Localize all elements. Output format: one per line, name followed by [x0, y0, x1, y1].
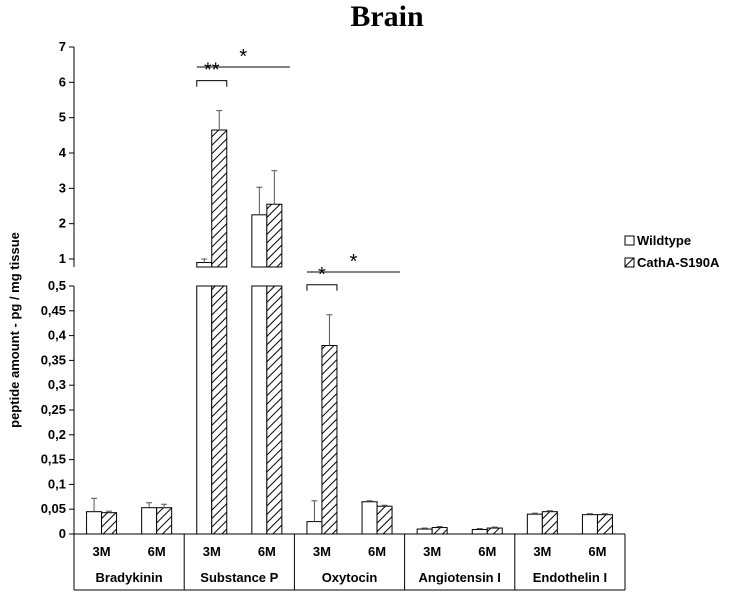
- y-axis-label: peptide amount - pg / mg tissue: [7, 232, 22, 428]
- x-subgroup-label: 3M: [423, 544, 441, 559]
- x-subgroup-label: 6M: [148, 544, 166, 559]
- x-subgroup-label: 3M: [313, 544, 331, 559]
- bar: [361, 501, 378, 535]
- bar-upper-part: [196, 262, 213, 268]
- y-tick-label: 0,5: [48, 278, 66, 293]
- plot-area: 0 0,05 0,1 0,15 0,2 0,25 0,3 0,35 0,4 0,45 0,5 1 2 3 4…: [41, 39, 720, 591]
- y-tick-label: 0,3: [48, 377, 66, 392]
- legend-label: CathA-S190A: [637, 255, 720, 270]
- chart-title: Brain: [350, 0, 424, 33]
- bar: [156, 507, 173, 535]
- y-tick-label: 0,45: [41, 303, 66, 318]
- significance-3m-label: **: [204, 60, 220, 82]
- y-tick-label: 0: [59, 526, 66, 541]
- bar: [596, 514, 613, 535]
- bar: [141, 507, 158, 535]
- bar-break-gap: [195, 268, 213, 284]
- bar-break-gap: [250, 268, 268, 284]
- x-group-label: Oxytocin: [322, 570, 378, 585]
- y-tick-label: 0,1: [48, 476, 66, 491]
- bar: [581, 514, 598, 535]
- y-tick-label: 3: [59, 180, 66, 195]
- x-group-label: Bradykinin: [96, 570, 163, 585]
- significance-3m-6m-label: *: [239, 46, 247, 68]
- y-tick-label: 2: [59, 216, 66, 231]
- x-subgroup-label: 6M: [368, 544, 386, 559]
- bar: [321, 345, 338, 535]
- x-group-label: Substance P: [200, 570, 278, 585]
- bar: [486, 527, 503, 535]
- bar: [86, 511, 103, 535]
- x-group-label: Endothelin I: [533, 570, 607, 585]
- y-tick-label: 0,35: [41, 352, 66, 367]
- y-tick-label: 0,25: [41, 402, 66, 417]
- y-tick-label: 0,05: [41, 501, 66, 516]
- legend-swatch: [624, 257, 635, 268]
- bar: [471, 529, 488, 535]
- bar: [526, 513, 543, 535]
- significance-3m-label: *: [318, 264, 326, 286]
- y-tick-label: 0,4: [48, 328, 67, 343]
- x-subgroup-label: 3M: [93, 544, 111, 559]
- bar-lower-part: [196, 285, 213, 535]
- bar-lower-part: [251, 285, 268, 535]
- bar: [416, 528, 433, 535]
- bar-break-gap: [265, 268, 283, 284]
- y-tick-label: 4: [59, 145, 67, 160]
- bar: [541, 511, 558, 535]
- x-subgroup-label: 6M: [588, 544, 606, 559]
- y-tick-label: 7: [59, 39, 66, 54]
- bar: [306, 521, 323, 535]
- bar-break-gap: [210, 268, 228, 284]
- significance-3m-bracket: [306, 284, 338, 291]
- bar: [376, 505, 393, 535]
- y-tick-label: 0,2: [48, 427, 66, 442]
- y-tick-label: 0,15: [41, 452, 66, 467]
- bar-upper-part: [251, 214, 268, 268]
- x-subgroup-label: 6M: [478, 544, 496, 559]
- legend-label: Wildtype: [637, 233, 691, 248]
- legend-swatch: [624, 235, 635, 246]
- y-tick-label: 1: [59, 251, 66, 266]
- bar-lower-part: [266, 285, 283, 535]
- y-tick-label: 5: [59, 110, 66, 125]
- bar-upper-part: [211, 129, 228, 268]
- x-subgroup-label: 6M: [258, 544, 276, 559]
- y-tick-label: 6: [59, 74, 66, 89]
- bar-lower-part: [211, 285, 228, 535]
- x-subgroup-label: 3M: [533, 544, 551, 559]
- bar: [431, 527, 448, 535]
- significance-3m-6m-label: *: [350, 251, 358, 273]
- x-group-label: Angiotensin I: [419, 570, 501, 585]
- x-subgroup-label: 3M: [203, 544, 221, 559]
- significance-3m-bracket: [196, 80, 228, 87]
- bar-upper-part: [266, 203, 283, 268]
- bar: [101, 512, 118, 535]
